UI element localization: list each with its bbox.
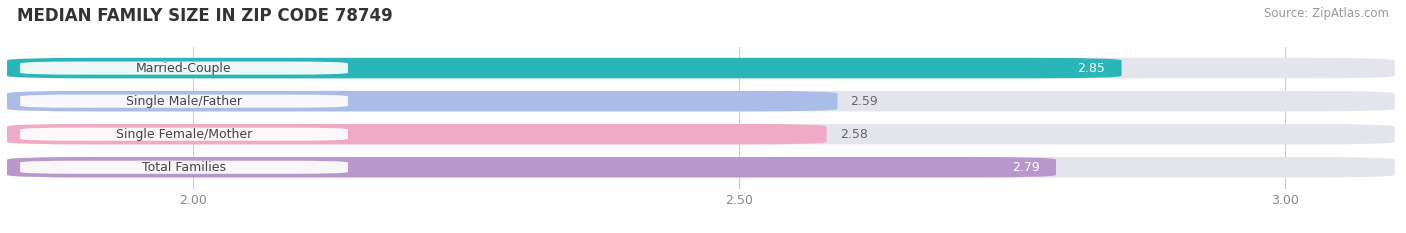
FancyBboxPatch shape xyxy=(7,157,1395,178)
Text: Total Families: Total Families xyxy=(142,161,226,174)
Text: 2.79: 2.79 xyxy=(1012,161,1039,174)
FancyBboxPatch shape xyxy=(20,161,347,174)
FancyBboxPatch shape xyxy=(7,157,1056,178)
Text: 2.58: 2.58 xyxy=(839,128,868,141)
FancyBboxPatch shape xyxy=(20,95,347,108)
FancyBboxPatch shape xyxy=(7,58,1395,78)
FancyBboxPatch shape xyxy=(7,124,1395,144)
Text: Single Male/Father: Single Male/Father xyxy=(127,95,242,108)
FancyBboxPatch shape xyxy=(20,128,347,141)
FancyBboxPatch shape xyxy=(7,91,1395,111)
Text: 2.85: 2.85 xyxy=(1077,62,1105,75)
FancyBboxPatch shape xyxy=(7,124,827,144)
FancyBboxPatch shape xyxy=(20,62,347,75)
Text: 2.59: 2.59 xyxy=(851,95,879,108)
FancyBboxPatch shape xyxy=(7,58,1122,78)
FancyBboxPatch shape xyxy=(7,91,838,111)
Text: Single Female/Mother: Single Female/Mother xyxy=(115,128,252,141)
Text: Source: ZipAtlas.com: Source: ZipAtlas.com xyxy=(1264,7,1389,20)
Text: MEDIAN FAMILY SIZE IN ZIP CODE 78749: MEDIAN FAMILY SIZE IN ZIP CODE 78749 xyxy=(17,7,392,25)
Text: Married-Couple: Married-Couple xyxy=(136,62,232,75)
